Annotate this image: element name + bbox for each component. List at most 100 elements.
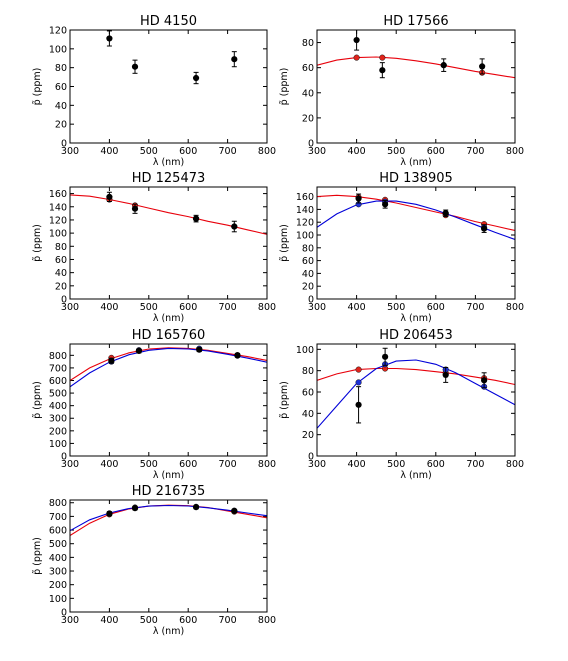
model-curve-1 <box>70 504 267 536</box>
y-axis-label: p̃ (ppm) <box>279 68 290 106</box>
observed-point <box>131 205 139 212</box>
y-tick-label: 300 <box>49 567 67 578</box>
observed-point <box>231 507 238 515</box>
x-tick-label: 700 <box>219 302 237 313</box>
y-tick-label: 140 <box>296 205 314 216</box>
x-tick-label: 300 <box>61 302 79 313</box>
plot-frame <box>69 499 268 613</box>
x-tick-label: 300 <box>308 459 326 470</box>
y-axis-label: p̃ (ppm) <box>32 381 43 419</box>
y-tick-label: 40 <box>302 88 314 99</box>
y-tick-label: 500 <box>49 389 67 400</box>
panel-title: HD 206453 <box>379 328 453 343</box>
y-tick-label: 60 <box>302 256 314 267</box>
observed-point <box>131 505 139 512</box>
x-tick-label: 600 <box>427 302 445 313</box>
observed-point <box>108 357 115 364</box>
y-tick-label: 100 <box>296 231 314 242</box>
y-tick-label: 0 <box>308 295 314 306</box>
y-tick-label: 700 <box>49 363 67 374</box>
model-curve-2 <box>317 359 515 429</box>
y-tick-label: 0 <box>308 452 314 463</box>
x-tick-label: 800 <box>258 146 276 157</box>
y-tick-label: 0 <box>61 608 67 619</box>
model-curve-2 <box>70 504 267 532</box>
y-tick-label: 0 <box>61 295 67 306</box>
panel-title: HD 165760 <box>132 328 206 343</box>
x-tick-label: 400 <box>100 459 118 470</box>
y-tick-label: 120 <box>296 218 314 229</box>
y-tick-label: 200 <box>49 426 67 437</box>
x-tick-label: 500 <box>387 459 405 470</box>
y-tick-label: 40 <box>55 101 67 112</box>
x-tick-label: 300 <box>61 146 79 157</box>
y-axis-label: p̃ (ppm) <box>32 224 43 262</box>
model-curve-1 <box>70 347 267 381</box>
y-tick-label: 800 <box>49 351 67 362</box>
panel-title: HD 216735 <box>132 484 206 499</box>
x-tick-label: 800 <box>258 459 276 470</box>
panel-7: HD 216735 300 400 500 600 700 800 0 100 200 300 400… <box>32 484 276 637</box>
observed-point <box>106 193 113 200</box>
y-tick-label: 0 <box>61 139 67 150</box>
x-tick-label: 400 <box>348 459 366 470</box>
x-tick-label: 500 <box>387 302 405 313</box>
observed-point <box>382 353 389 360</box>
y-tick-label: 80 <box>302 243 314 254</box>
y-tick-label: 160 <box>49 189 67 200</box>
x-tick-label: 700 <box>219 459 237 470</box>
y-tick-label: 40 <box>302 269 314 280</box>
observed-point <box>196 346 203 353</box>
plot-frame <box>69 343 268 457</box>
plot-frame <box>69 186 268 300</box>
y-tick-label: 800 <box>49 498 67 509</box>
panel-title: HD 17566 <box>383 14 448 29</box>
observed-point <box>442 210 449 217</box>
y-tick-label: 60 <box>302 388 314 399</box>
y-tick-label: 120 <box>49 215 67 226</box>
y-tick-label: 600 <box>49 526 67 537</box>
x-axis-label: λ (nm) <box>400 470 431 481</box>
x-tick-label: 600 <box>179 459 197 470</box>
x-tick-label: 800 <box>506 459 524 470</box>
x-tick-label: 500 <box>140 615 158 626</box>
x-axis-label: λ (nm) <box>153 157 184 168</box>
model-curve-2 <box>70 347 267 388</box>
panel-1: HD 4150 300 400 500 600 700 800 0 20 40 60 80 100 120… <box>32 14 276 168</box>
panel-3: HD 125473 300 400 500 600 700 800 0 20 40 60 80 100 1… <box>32 171 276 324</box>
plot-frame <box>316 186 516 300</box>
x-tick-label: 700 <box>466 146 484 157</box>
observed-point <box>231 223 238 230</box>
x-axis-label: λ (nm) <box>153 470 184 481</box>
plot-frame <box>316 343 516 457</box>
y-tick-label: 20 <box>302 113 314 124</box>
observed-point <box>231 56 238 63</box>
y-tick-label: 0 <box>308 139 314 150</box>
y-axis-label: p̃ (ppm) <box>279 381 290 419</box>
panel-6: HD 206453 300 400 500 600 700 800 0 20 40 60 80 100 λ… <box>279 328 524 481</box>
panel-title: HD 138905 <box>379 171 453 186</box>
observed-point <box>131 63 139 70</box>
y-tick-label: 500 <box>49 539 67 550</box>
x-tick-label: 300 <box>308 302 326 313</box>
x-tick-label: 300 <box>61 459 79 470</box>
model-point <box>355 366 362 373</box>
y-tick-label: 20 <box>55 281 67 292</box>
y-tick-label: 100 <box>49 594 67 605</box>
panel-2: HD 17566 300 400 500 600 700 800 0 20 40 60 80 λ (nm… <box>279 14 524 168</box>
y-tick-label: 100 <box>49 439 67 450</box>
observed-point <box>355 195 362 202</box>
x-tick-label: 400 <box>348 146 366 157</box>
y-tick-label: 80 <box>302 38 314 49</box>
observed-point <box>379 67 386 74</box>
observed-point <box>234 352 241 359</box>
y-tick-label: 40 <box>302 409 314 420</box>
y-tick-label: 40 <box>55 268 67 279</box>
x-tick-label: 800 <box>258 615 276 626</box>
panel-title: HD 4150 <box>140 14 197 29</box>
observed-point <box>442 371 449 379</box>
y-tick-label: 700 <box>49 512 67 523</box>
y-tick-label: 300 <box>49 414 67 425</box>
y-tick-label: 400 <box>49 401 67 412</box>
